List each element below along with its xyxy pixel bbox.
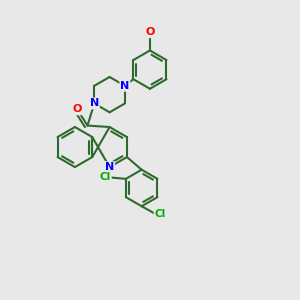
Text: Cl: Cl xyxy=(154,208,166,219)
Text: N: N xyxy=(120,81,130,91)
Text: N: N xyxy=(105,162,114,172)
Text: Cl: Cl xyxy=(100,172,111,182)
Text: N: N xyxy=(90,98,99,109)
Text: O: O xyxy=(73,104,82,114)
Text: O: O xyxy=(145,27,154,37)
